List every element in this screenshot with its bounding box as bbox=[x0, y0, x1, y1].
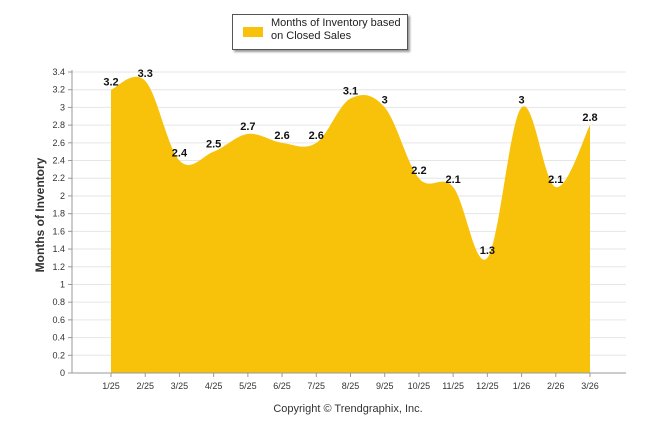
legend: Months of Inventory based on Closed Sale… bbox=[232, 14, 408, 50]
data-label: 1.3 bbox=[480, 245, 495, 257]
x-tick-label: 2/26 bbox=[547, 381, 565, 391]
y-tick-label: 2.2 bbox=[52, 173, 65, 183]
data-label: 2.1 bbox=[548, 174, 563, 186]
x-tick-label: 7/25 bbox=[308, 381, 326, 391]
y-tick-label: 3.2 bbox=[52, 85, 65, 95]
data-label: 2.5 bbox=[206, 139, 221, 151]
y-tick-label: 1.6 bbox=[52, 226, 65, 236]
data-label: 2.6 bbox=[309, 130, 324, 142]
y-tick-label: 2.4 bbox=[52, 156, 65, 166]
x-tick-label: 3/25 bbox=[171, 381, 189, 391]
x-tick-label: 2/25 bbox=[136, 381, 154, 391]
data-label: 2.8 bbox=[582, 112, 597, 124]
x-tick-label: 12/25 bbox=[476, 381, 499, 391]
y-tick-label: 0.6 bbox=[52, 315, 65, 325]
x-tick-label: 6/25 bbox=[273, 381, 291, 391]
data-label: 2.7 bbox=[240, 121, 255, 133]
data-label: 2.6 bbox=[274, 130, 289, 142]
legend-swatch bbox=[243, 27, 263, 37]
y-tick-labels: 0 0.2 0.4 0.6 0.8 1 1.2 1.4 1.6 1.8 2 2.2 2.4 2.6 2.8 3… bbox=[52, 67, 65, 378]
data-label: 3 bbox=[519, 94, 525, 106]
y-tick-label: 2 bbox=[60, 191, 65, 201]
x-tick-label: 8/25 bbox=[342, 381, 360, 391]
x-tick-labels: 1/25 2/25 3/25 4/25 5/25 6/25 7/25 8/25 9/25 10/2… bbox=[102, 381, 599, 391]
y-axis-title: Months of Inventory bbox=[33, 157, 47, 273]
y-tick-label: 1 bbox=[60, 279, 65, 289]
data-label: 3.1 bbox=[343, 86, 358, 98]
y-tick-label: 1.2 bbox=[52, 262, 65, 272]
x-tick-label: 5/25 bbox=[239, 381, 257, 391]
y-tick-label: 1.4 bbox=[52, 244, 65, 254]
y-tick-label: 0 bbox=[60, 368, 65, 378]
y-tick-label: 0.8 bbox=[52, 297, 65, 307]
y-tick-label: 3.4 bbox=[52, 67, 65, 77]
y-tick-label: 0.4 bbox=[52, 333, 65, 343]
x-tick-label: 1/26 bbox=[513, 381, 531, 391]
x-tick-label: 10/25 bbox=[408, 381, 431, 391]
x-tick-label: 4/25 bbox=[205, 381, 223, 391]
y-tick-label: 0.2 bbox=[52, 350, 65, 360]
x-tick-label: 1/25 bbox=[102, 381, 120, 391]
copyright-text: Copyright © Trendgraphix, Inc. bbox=[273, 403, 423, 415]
data-label: 3.3 bbox=[138, 68, 153, 80]
data-label: 2.2 bbox=[411, 165, 426, 177]
data-label: 2.1 bbox=[445, 174, 460, 186]
data-labels: 3.2 3.3 2.4 2.5 2.7 2.6 2.6 3.1 3 2.2 2.1 1.3 3 2.1 2.… bbox=[103, 68, 597, 257]
data-label: 3.2 bbox=[103, 77, 118, 89]
axes bbox=[71, 70, 626, 377]
area-series bbox=[111, 76, 590, 373]
data-label: 2.4 bbox=[172, 148, 188, 160]
legend-label: Months of Inventory based on Closed Sale… bbox=[271, 17, 401, 42]
data-label: 3 bbox=[382, 94, 388, 106]
y-tick-label: 2.6 bbox=[52, 138, 65, 148]
x-tick-label: 11/25 bbox=[442, 381, 464, 391]
y-tick-label: 2.8 bbox=[52, 120, 65, 130]
y-tick-label: 3 bbox=[60, 102, 65, 112]
y-tick-label: 1.8 bbox=[52, 209, 65, 219]
x-tick-label: 3/26 bbox=[581, 381, 599, 391]
x-tick-label: 9/25 bbox=[376, 381, 394, 391]
